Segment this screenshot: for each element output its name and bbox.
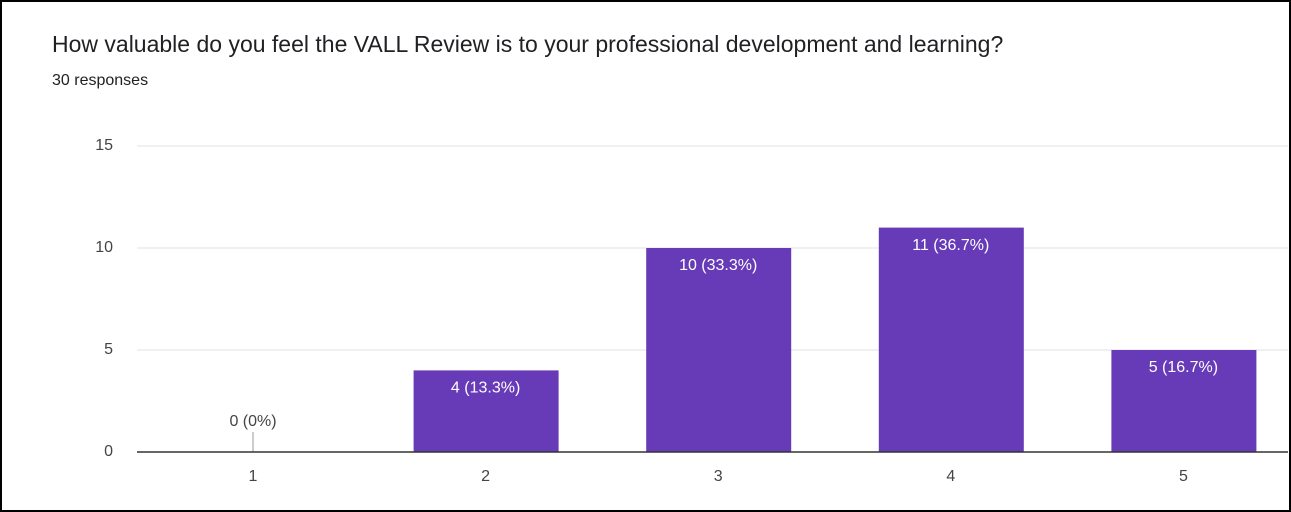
y-tick-label: 0 — [104, 443, 113, 460]
y-tick-label: 15 — [95, 137, 113, 154]
data-label: 0 (0%) — [229, 413, 276, 430]
bar — [1111, 350, 1257, 452]
data-label: 4 (13.3%) — [451, 380, 520, 397]
x-tick-label: 3 — [714, 468, 723, 485]
y-tick-label: 10 — [95, 239, 113, 256]
x-tick-label: 4 — [946, 468, 955, 485]
data-label: 10 (33.3%) — [679, 257, 757, 274]
y-tick-label: 5 — [104, 341, 113, 358]
bar — [878, 227, 1024, 452]
bar — [646, 248, 792, 452]
data-label: 5 (16.7%) — [1149, 359, 1218, 376]
x-tick-label: 1 — [249, 468, 258, 485]
x-tick-label: 5 — [1179, 468, 1188, 485]
chart-subtitle: 30 responses — [52, 72, 148, 89]
bar — [413, 370, 559, 452]
data-label: 11 (36.7%) — [912, 237, 989, 254]
chart-title: How valuable do you feel the VALL Review… — [52, 31, 1003, 57]
x-tick-label: 2 — [481, 468, 490, 485]
